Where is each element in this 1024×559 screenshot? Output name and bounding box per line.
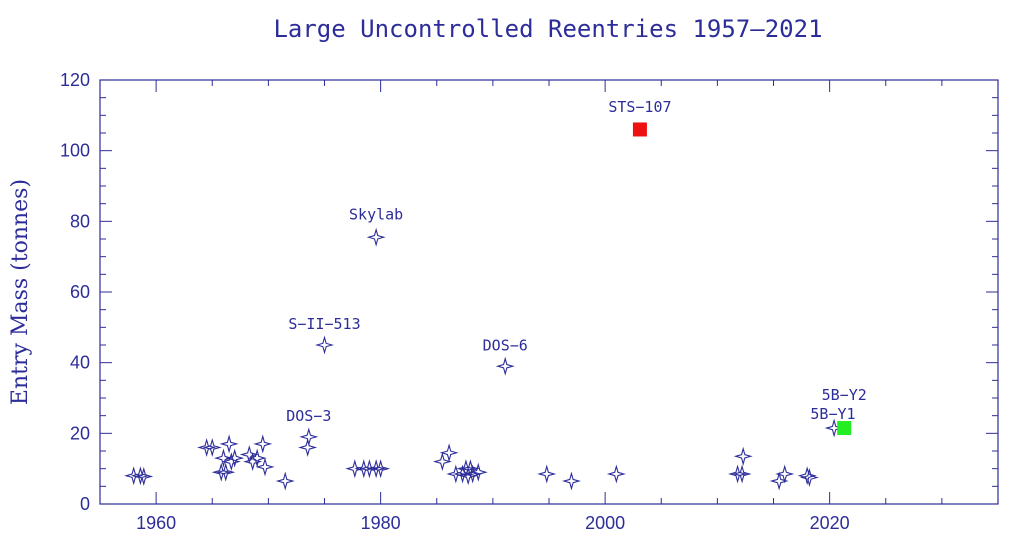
- y-tick-label: 20: [70, 423, 90, 443]
- data-point-star: [453, 464, 473, 484]
- data-point-star: [253, 434, 273, 454]
- data-point-star: [537, 464, 557, 484]
- x-tick-label: 2020: [810, 513, 850, 533]
- chart-title: Large Uncontrolled Reentries 1957–2021: [273, 15, 822, 43]
- data-point-star: [213, 448, 234, 468]
- y-axis-label: Entry Mass (tonnes): [8, 179, 33, 405]
- data-point-star: [219, 434, 239, 454]
- point-annotation: 5B−Y1: [810, 405, 855, 423]
- data-point-star: [366, 459, 386, 479]
- x-tick-label: 2000: [585, 513, 625, 533]
- data-point-star: [216, 462, 236, 482]
- data-point-star: [456, 459, 476, 479]
- y-tick-label: 120: [60, 70, 90, 90]
- data-point-square: [632, 122, 647, 137]
- data-point-star: [733, 446, 753, 466]
- data-point-star: [606, 464, 626, 484]
- point-annotations: STS−107 Skylab S−II−513 DOS−6 DOS−3 5B−Y25B−Y…: [286, 98, 867, 425]
- data-markers: [124, 122, 852, 491]
- point-annotation: DOS−6: [483, 336, 528, 354]
- data-point-star: [769, 471, 789, 491]
- y-tick-label: 100: [60, 141, 90, 161]
- point-annotation: DOS−3: [286, 407, 331, 425]
- data-point-star: [366, 227, 386, 247]
- data-point-star: [458, 466, 478, 486]
- data-point-star: [299, 427, 319, 447]
- axis-ticks: 0 20 40 60 80 100 120 1960 1980 2000 2020: [60, 70, 999, 533]
- data-point-star: [732, 464, 752, 484]
- y-tick-label: 80: [70, 211, 90, 231]
- point-annotation: STS−107: [608, 98, 671, 116]
- point-annotation: Skylab: [349, 206, 403, 224]
- data-point-star: [439, 443, 459, 463]
- point-annotation: S−II−513: [288, 315, 360, 333]
- data-point-star: [255, 457, 275, 477]
- point-annotation: 5B−Y2: [822, 386, 867, 404]
- data-point-star: [221, 452, 241, 472]
- data-point-star: [202, 437, 222, 457]
- data-point-star: [468, 462, 488, 482]
- x-tick-label: 1980: [361, 513, 401, 533]
- data-point-star: [314, 335, 335, 355]
- data-point-star: [371, 459, 391, 479]
- data-point-star: [432, 452, 452, 472]
- data-point-star: [225, 448, 245, 468]
- data-point-star: [463, 464, 483, 484]
- plot-frame: [99, 79, 999, 505]
- data-point-star: [460, 459, 480, 479]
- y-tick-label: 0: [80, 494, 90, 514]
- data-point-star: [275, 471, 295, 491]
- data-point-star: [799, 467, 819, 488]
- data-point-star: [561, 471, 581, 491]
- x-tick-label: 1960: [136, 513, 176, 533]
- data-point-star: [298, 437, 318, 457]
- data-point-star: [247, 448, 267, 468]
- data-point-square: [837, 421, 852, 436]
- data-point-star: [728, 464, 748, 484]
- data-point-star: [775, 464, 795, 484]
- y-tick-label: 60: [70, 282, 90, 302]
- data-point-star: [130, 466, 150, 486]
- data-point-star: [495, 356, 515, 376]
- data-point-star: [134, 466, 154, 486]
- data-point-star: [211, 462, 231, 482]
- y-tick-label: 40: [70, 353, 90, 373]
